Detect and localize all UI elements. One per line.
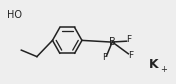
Text: +: + <box>160 65 167 74</box>
Text: K: K <box>149 58 159 71</box>
Text: HO: HO <box>7 10 23 20</box>
Text: F: F <box>102 53 107 62</box>
Text: F: F <box>128 51 133 60</box>
Text: F: F <box>126 35 131 44</box>
Text: B: B <box>109 37 116 47</box>
Text: -: - <box>115 42 118 48</box>
